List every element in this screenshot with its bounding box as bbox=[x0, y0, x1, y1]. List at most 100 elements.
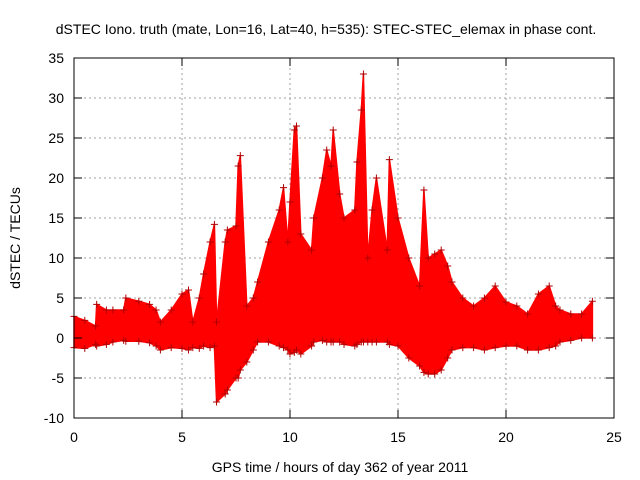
series-area bbox=[73, 73, 594, 403]
data-point-top bbox=[336, 190, 344, 198]
data-point-top bbox=[264, 238, 272, 246]
data-point-top bbox=[359, 70, 367, 78]
data-point-bottom bbox=[236, 366, 244, 374]
data-point-top bbox=[122, 294, 130, 302]
data-point-top bbox=[167, 306, 175, 314]
data-point-top bbox=[290, 126, 298, 134]
data-point-bottom bbox=[200, 342, 208, 350]
data-point-top bbox=[327, 162, 335, 170]
data-point-bottom bbox=[234, 374, 242, 382]
data-point-top bbox=[223, 226, 231, 234]
data-point-bottom bbox=[280, 344, 288, 352]
data-point-top bbox=[459, 294, 467, 302]
data-point-top bbox=[275, 206, 283, 214]
data-point-bottom bbox=[184, 346, 192, 354]
x-tick-label: 20 bbox=[498, 429, 514, 445]
data-point-top bbox=[178, 290, 186, 298]
data-point-top bbox=[221, 238, 229, 246]
y-tick-label: 15 bbox=[48, 210, 64, 226]
data-point-top bbox=[200, 270, 208, 278]
data-point-bottom bbox=[221, 390, 229, 398]
data-point-bottom bbox=[353, 340, 361, 348]
data-point-bottom bbox=[308, 342, 316, 350]
data-point-top bbox=[556, 306, 564, 314]
data-point-bottom bbox=[437, 366, 445, 374]
data-point-top bbox=[394, 214, 402, 222]
data-point-bottom bbox=[420, 368, 428, 376]
data-point-bottom bbox=[135, 337, 143, 345]
data-point-top bbox=[297, 230, 305, 238]
data-point-bottom bbox=[206, 344, 214, 352]
data-point-top bbox=[357, 106, 365, 114]
data-point-bottom bbox=[480, 346, 488, 354]
data-point-top bbox=[491, 282, 499, 290]
y-axis-label: dSTEC / TECUs bbox=[7, 187, 23, 289]
data-point-bottom bbox=[284, 346, 292, 354]
y-tick-label: -10 bbox=[44, 410, 64, 426]
data-point-bottom bbox=[524, 346, 532, 354]
data-point-bottom bbox=[502, 342, 510, 350]
data-point-top bbox=[431, 250, 439, 258]
data-point-top bbox=[213, 318, 221, 326]
data-point-bottom bbox=[292, 346, 300, 354]
data-point-bottom bbox=[424, 370, 432, 378]
data-point-bottom bbox=[470, 344, 478, 352]
data-point-top bbox=[353, 158, 361, 166]
data-point-bottom bbox=[588, 334, 596, 342]
data-point-top bbox=[249, 294, 257, 302]
data-point-bottom bbox=[109, 338, 117, 346]
data-point-top bbox=[206, 238, 214, 246]
x-tick-label: 15 bbox=[390, 429, 406, 445]
data-point-bottom bbox=[459, 344, 467, 352]
y-tick-label: 10 bbox=[48, 250, 64, 266]
data-point-top bbox=[480, 294, 488, 302]
data-point-bottom bbox=[394, 342, 402, 350]
data-point-top bbox=[329, 126, 337, 134]
y-tick-label: 20 bbox=[48, 170, 64, 186]
data-point-bottom bbox=[448, 346, 456, 354]
data-point-bottom bbox=[513, 342, 521, 350]
y-tick-label: 25 bbox=[48, 130, 64, 146]
data-point-top bbox=[195, 294, 203, 302]
data-point-bottom bbox=[329, 338, 337, 346]
data-point-bottom bbox=[275, 342, 283, 350]
data-point-top bbox=[323, 146, 331, 154]
data-point-top bbox=[578, 310, 586, 318]
data-point-top bbox=[385, 156, 393, 164]
data-point-bottom bbox=[195, 344, 203, 352]
data-point-top bbox=[318, 174, 326, 182]
data-point-bottom bbox=[534, 346, 542, 354]
data-point-top bbox=[210, 220, 218, 228]
data-point-bottom bbox=[92, 340, 100, 348]
y-tick-label: 30 bbox=[48, 90, 64, 106]
data-point-bottom bbox=[578, 334, 586, 342]
data-point-bottom bbox=[156, 346, 164, 354]
data-point-bottom bbox=[189, 344, 197, 352]
data-point-top bbox=[92, 322, 100, 330]
data-point-top bbox=[284, 238, 292, 246]
data-point-bottom bbox=[249, 346, 257, 354]
data-point-bottom bbox=[372, 338, 380, 346]
data-point-bottom bbox=[297, 350, 305, 358]
data-point-bottom bbox=[310, 338, 318, 346]
y-tick-label: -5 bbox=[52, 370, 65, 386]
data-point-top bbox=[234, 162, 242, 170]
data-point-top bbox=[135, 297, 143, 305]
data-point-bottom bbox=[167, 344, 175, 352]
data-point-bottom bbox=[405, 354, 413, 362]
data-point-top bbox=[109, 306, 117, 314]
data-point-top bbox=[588, 297, 596, 305]
y-tick-label: 5 bbox=[56, 290, 64, 306]
data-point-bottom bbox=[243, 358, 251, 366]
data-point-top bbox=[243, 302, 251, 310]
data-point-top bbox=[502, 298, 510, 306]
data-point-top bbox=[552, 302, 560, 310]
data-point-top bbox=[146, 300, 154, 308]
x-tick-label: 25 bbox=[606, 429, 622, 445]
data-point-bottom bbox=[286, 350, 294, 358]
data-point-top bbox=[534, 290, 542, 298]
data-point-bottom bbox=[210, 342, 218, 350]
data-point-top bbox=[437, 246, 445, 254]
data-point-top bbox=[351, 206, 359, 214]
